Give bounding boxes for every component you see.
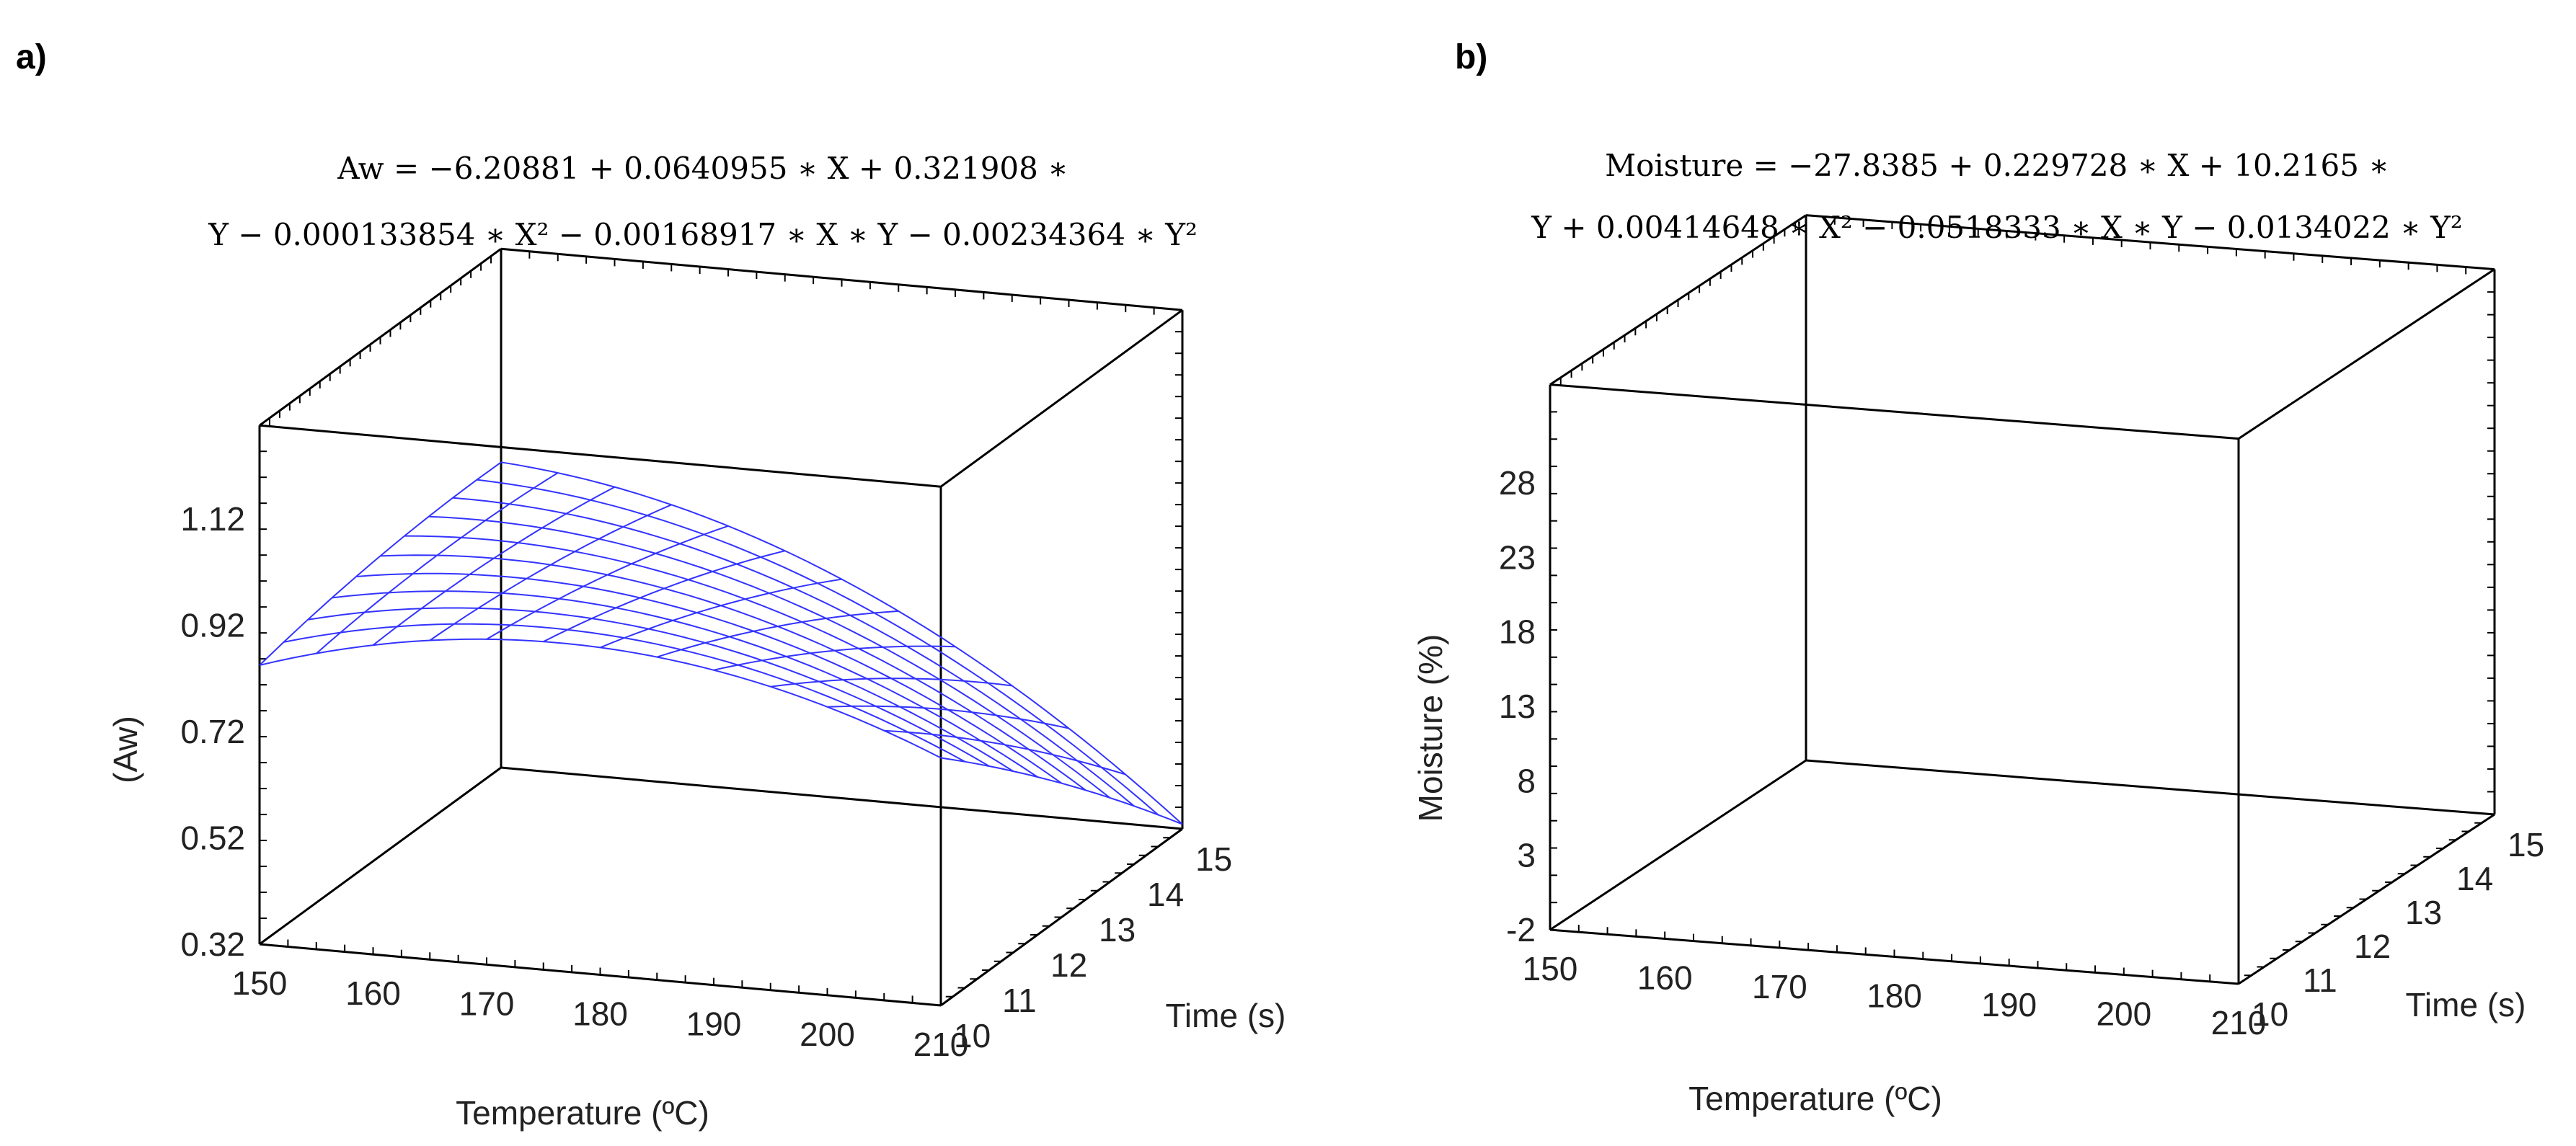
panel-a-equation-line2: Y − 0.000133854 ∗ X² − 0.00168917 ∗ X ∗ … [208, 217, 1198, 252]
panel-a-surface-line-y [307, 607, 990, 767]
panel-b-z-tick-label: 23 [1499, 538, 1536, 576]
panel-b-equation-line2: Y + 0.00414648 ∗ X² − 0.0518333 ∗ X ∗ Y … [1531, 210, 2462, 245]
panel-a-frame-edge-5 [940, 308, 1183, 488]
panel-b-equation-line1: Moisture = −27.8385 + 0.229728 ∗ X + 10.… [1605, 148, 2389, 183]
panel-b-x-tick-label: 200 [2096, 995, 2151, 1033]
panel-a-y-tick-label: 12 [1050, 946, 1087, 984]
panel-a-x-tick-label: 160 [345, 974, 401, 1012]
panel-a-z-tick-label: 0.72 [180, 713, 245, 750]
panel-b-z-tick-label: -2 [1506, 911, 1536, 949]
panel-a-surface-line-y [500, 461, 1183, 825]
panel-a-surface-line-x [827, 705, 1069, 729]
panel-a-surface-line-x [259, 461, 502, 666]
panel-b-y-tick-label: 12 [2354, 928, 2391, 965]
panel-a-surface-line-y [283, 623, 965, 763]
panel-a-x-tick-label: 210 [913, 1026, 969, 1063]
panel-a-surface-line-y [428, 515, 1111, 799]
panel-b-frame-edge-5 [2238, 268, 2495, 440]
panel-a-surface-line-x [656, 610, 899, 658]
panel-b-x-tick-label: 170 [1752, 968, 1807, 1005]
panel-a-z-tick-label: 0.32 [180, 925, 245, 963]
panel-b-label: b) [1455, 38, 1487, 76]
panel-a-y-tick-label: 13 [1099, 911, 1136, 949]
panel-b-y-tick-label: 11 [2303, 961, 2337, 999]
panel-b-xlabel: Temperature (ºC) [1688, 1080, 1942, 1117]
panel-b-x-tick-label: 190 [1981, 986, 2037, 1023]
panel-a-surface-line-x [884, 729, 1126, 776]
panel-a-surface-line-x [543, 550, 786, 643]
panel-b-y-tick-label: 10 [2252, 995, 2288, 1033]
panel-a-surface-line-x [316, 472, 559, 654]
panel-a-surface-line-x [372, 486, 615, 646]
panel-a-y-tick-label: 10 [954, 1017, 991, 1054]
panel-a-frame-edge-2 [500, 766, 1183, 830]
panel-a-ylabel: Time (s) [1166, 997, 1286, 1034]
panel-a-y-tick-label: 11 [1002, 982, 1037, 1019]
panel-b-frame-edge-2 [1805, 759, 2495, 816]
panel-b-z-tick-label: 28 [1499, 464, 1536, 502]
panel-a-x-tick-label: 200 [800, 1016, 855, 1053]
panel-a-equation-line1: Aw = −6.20881 + 0.0640955 ∗ X + 0.321908… [337, 151, 1068, 186]
panel-b-x-tick-label: 210 [2211, 1004, 2267, 1041]
panel-a-x-tick-label: 180 [572, 995, 628, 1033]
panel-b-x-tick-label: 160 [1637, 959, 1693, 997]
panel-a-surface-line-x [600, 578, 842, 649]
panel-a-surface-line-x [429, 504, 672, 641]
panel-a-zlabel: (Aw) [107, 716, 144, 783]
panel-b-z-tick-label: 3 [1517, 837, 1536, 874]
panel-a-surface-line-y [477, 479, 1159, 816]
panel-b-x-tick-label: 180 [1867, 977, 1922, 1015]
panel-a-z-tick-label: 1.12 [180, 500, 245, 538]
panel-b-z-tick-label: 8 [1517, 762, 1536, 799]
panel-b-z-tick-label: 18 [1499, 613, 1536, 651]
panel-a-frame-edge-3 [259, 766, 502, 946]
panel-a-x-tick-label: 170 [459, 985, 515, 1022]
panel-b-frame-edge-3 [1549, 759, 1807, 931]
panel-b-y-tick-label: 15 [2508, 826, 2544, 863]
panel-b-y-tick-label: 14 [2456, 860, 2493, 897]
panel-b-ylabel: Time (s) [2406, 986, 2526, 1023]
panel-b-frame-edge-4 [1549, 383, 2239, 440]
panel-a-x-tick-label: 190 [686, 1005, 742, 1043]
panel-a-x-tick-label: 150 [232, 964, 288, 1002]
panel-a-surface-line-y [259, 638, 942, 759]
panel-a-z-tick-label: 0.52 [180, 819, 245, 857]
panel-b-y-tick-label: 13 [2405, 894, 2442, 931]
panel-b-z-tick-label: 13 [1499, 688, 1536, 725]
panel-a-surface-line-x [486, 525, 729, 640]
panel-a-label: a) [16, 38, 47, 76]
panel-a-frame-edge-4 [259, 424, 942, 488]
panel-a-surface-line-x [713, 645, 956, 671]
panel-b-x-tick-label: 150 [1523, 950, 1578, 987]
panel-a-y-tick-label: 14 [1147, 876, 1184, 913]
panel-a-y-tick-label: 15 [1195, 840, 1232, 878]
panel-b-zlabel: Moisture (%) [1412, 634, 1449, 822]
panel-a-z-tick-label: 0.92 [180, 607, 245, 644]
panel-a-xlabel: Temperature (ºC) [456, 1094, 709, 1132]
panel-a-surface-line-y [452, 497, 1135, 807]
panel-a-surface-line-x [940, 757, 1183, 825]
panel-a-surface-line-x [770, 678, 1012, 688]
